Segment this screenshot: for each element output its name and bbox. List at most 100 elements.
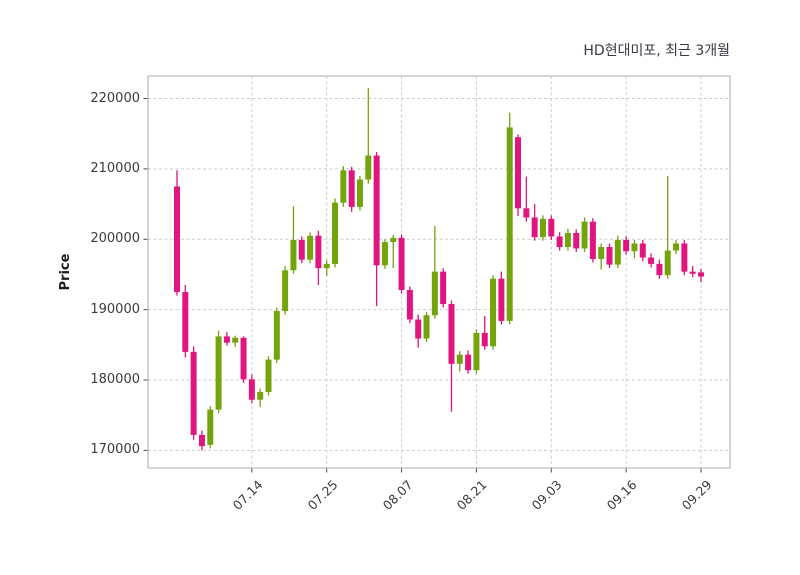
candle-body [190, 351, 197, 435]
candle-body [406, 289, 413, 320]
candle-body [273, 311, 280, 360]
candle [356, 175, 363, 211]
candle [198, 430, 205, 451]
candle [515, 134, 522, 217]
candle [223, 332, 230, 346]
candle [531, 204, 538, 241]
candle [581, 217, 588, 252]
candle [473, 329, 480, 374]
candle [257, 388, 264, 407]
candle-body [465, 354, 472, 371]
candle [481, 315, 488, 350]
candle [174, 170, 180, 296]
candle [523, 176, 530, 222]
candle [215, 330, 222, 414]
candle-body [332, 202, 339, 264]
candle-body [182, 292, 189, 352]
candle-body [448, 304, 455, 364]
candle-body [606, 247, 613, 265]
candle-body [689, 271, 696, 274]
y-tick-label: 200000 [90, 231, 140, 247]
candle [506, 112, 513, 325]
candle [498, 271, 505, 325]
candle-body [307, 235, 314, 260]
candle-body [232, 337, 239, 343]
candle [273, 307, 280, 364]
candle-body [248, 379, 255, 400]
candle-body [373, 155, 380, 266]
candle [381, 239, 388, 269]
candle [431, 225, 438, 319]
candle [689, 266, 696, 278]
candle-body [473, 332, 480, 371]
candle-body [240, 337, 247, 380]
candle [556, 232, 563, 251]
candle [348, 166, 355, 212]
candle-body [315, 235, 322, 269]
candle-body [639, 243, 646, 258]
candle-body [290, 239, 297, 271]
candle-body [298, 239, 305, 260]
candle-body [323, 263, 330, 269]
plot-border [147, 75, 731, 469]
candle [698, 268, 704, 283]
candle [423, 311, 430, 343]
candle-body [539, 218, 546, 238]
candle [207, 406, 214, 449]
candle-body [440, 271, 447, 305]
y-tick-label: 210000 [90, 160, 140, 176]
candle [182, 285, 189, 358]
candle-body [481, 332, 488, 347]
candle-body [174, 186, 180, 293]
candle [332, 198, 339, 268]
candle [656, 259, 663, 279]
candle-body [548, 218, 555, 237]
candle [307, 232, 314, 264]
candle [456, 351, 463, 372]
candle-body [198, 434, 205, 447]
candle [664, 175, 671, 279]
candle [639, 239, 646, 262]
candle-body [456, 354, 463, 364]
candle [598, 243, 605, 270]
candle [232, 335, 239, 347]
y-tick-label: 220000 [90, 90, 140, 106]
candle [248, 374, 255, 404]
candle-body [556, 236, 563, 248]
candle [589, 218, 596, 263]
candle [548, 215, 555, 240]
candle-body [257, 391, 264, 400]
candle-body [498, 278, 505, 321]
candle-body [365, 155, 372, 180]
y-tick-label: 170000 [90, 442, 140, 458]
candle [673, 239, 680, 255]
candle-body [564, 232, 571, 248]
y-tick-label: 190000 [90, 301, 140, 317]
candle-body [589, 221, 596, 259]
candle-body [581, 221, 588, 249]
candle [448, 300, 455, 412]
candle [373, 152, 380, 307]
candle-body [348, 170, 355, 207]
candle-body [398, 237, 405, 290]
candle-body [415, 319, 422, 339]
candle-body [223, 336, 230, 343]
y-tick-label: 180000 [90, 372, 140, 388]
candle-body [573, 232, 580, 249]
candle [564, 228, 571, 251]
candle-body [614, 239, 621, 265]
candle [623, 236, 630, 255]
candle [573, 229, 580, 252]
candle-body [265, 359, 272, 392]
candle-body [431, 271, 438, 316]
candle-body [531, 217, 538, 238]
candle-body [207, 409, 214, 445]
candle [490, 275, 497, 350]
candle [606, 243, 613, 269]
candle-body [673, 243, 680, 251]
candle-body [623, 239, 630, 252]
candle [265, 356, 272, 396]
candle [298, 236, 305, 264]
candle-body [515, 137, 522, 209]
candle [240, 336, 247, 383]
